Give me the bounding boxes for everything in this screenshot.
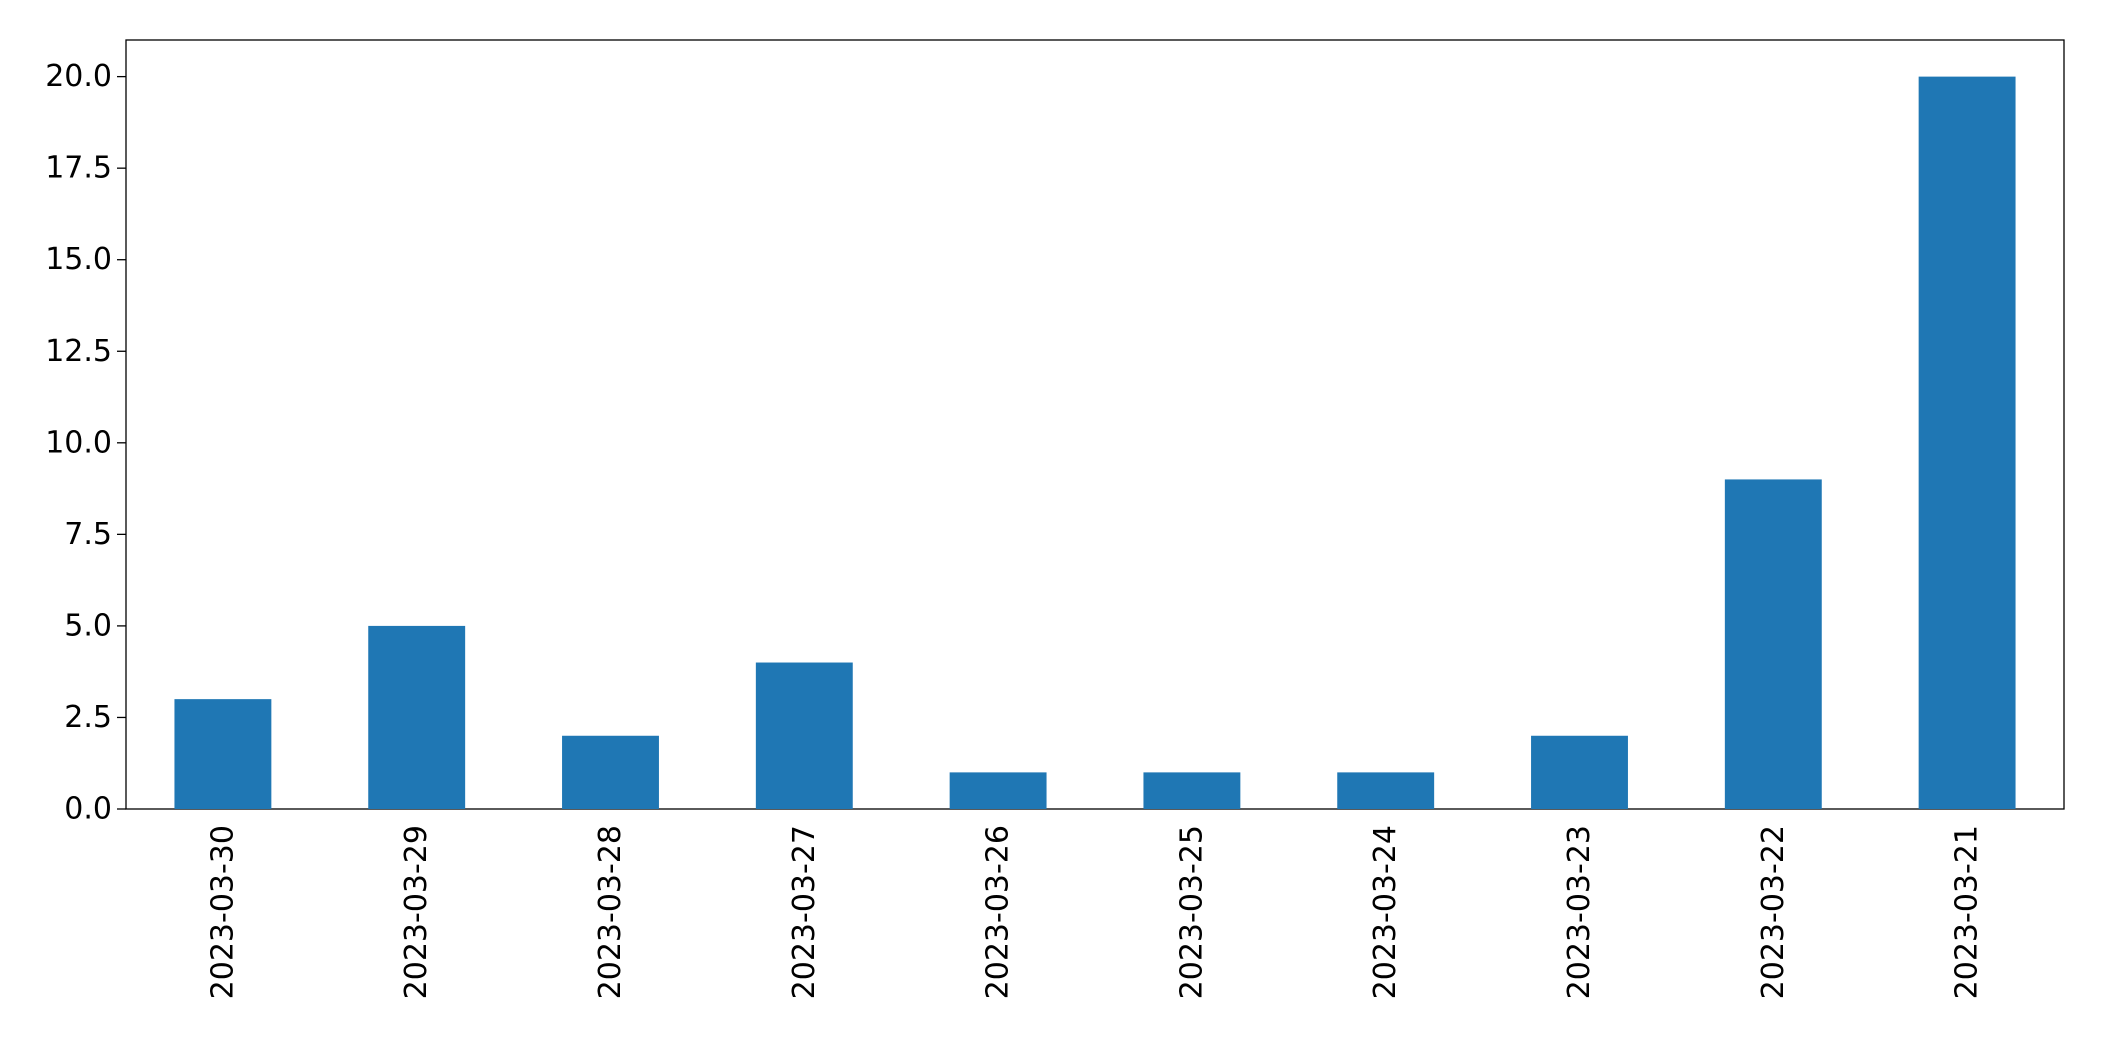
x-tick-label: 2023-03-23 bbox=[1562, 825, 1597, 999]
y-tick-label: 5.0 bbox=[64, 608, 112, 643]
x-tick-label: 2023-03-28 bbox=[593, 825, 628, 999]
bar bbox=[1531, 735, 1628, 809]
plot-frame bbox=[125, 39, 2065, 810]
y-tick-label: 20.0 bbox=[45, 59, 112, 94]
y-tick-label: 0.0 bbox=[64, 792, 112, 827]
bar bbox=[174, 699, 272, 809]
bar bbox=[1143, 772, 1241, 809]
bar bbox=[755, 662, 853, 809]
bar bbox=[1724, 479, 1822, 809]
x-tick-label: 2023-03-22 bbox=[1756, 825, 1791, 999]
bar bbox=[1337, 772, 1435, 809]
y-tick-label: 17.5 bbox=[45, 151, 112, 186]
bar bbox=[1918, 76, 2016, 810]
x-tick-label: 2023-03-30 bbox=[205, 825, 240, 999]
bar bbox=[562, 735, 659, 809]
y-tick-label: 15.0 bbox=[45, 242, 112, 277]
bar bbox=[368, 625, 466, 809]
x-tick-label: 2023-03-27 bbox=[787, 825, 822, 999]
y-tick-label: 2.5 bbox=[64, 700, 112, 735]
x-tick-label: 2023-03-21 bbox=[1950, 825, 1985, 999]
x-tick-label: 2023-03-25 bbox=[1174, 825, 1209, 999]
y-tick-label: 12.5 bbox=[45, 334, 112, 369]
y-tick-label: 10.0 bbox=[45, 425, 112, 460]
x-tick-label: 2023-03-29 bbox=[399, 825, 434, 999]
x-tick-label: 2023-03-26 bbox=[981, 825, 1016, 999]
y-tick-label: 7.5 bbox=[64, 517, 112, 552]
bar bbox=[949, 772, 1047, 809]
x-tick-label: 2023-03-24 bbox=[1368, 825, 1403, 999]
